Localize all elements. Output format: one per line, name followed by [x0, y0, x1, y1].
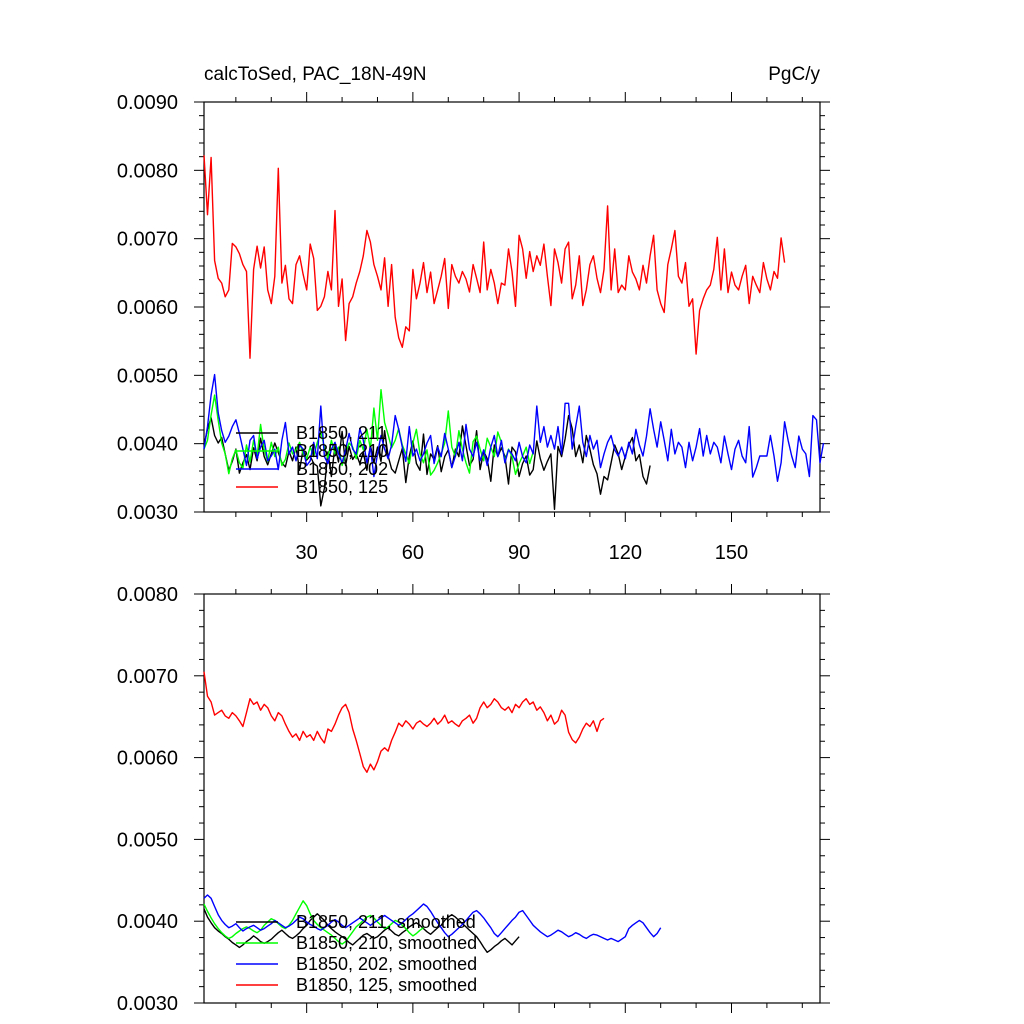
series-line-1 — [203, 908, 520, 953]
series-group — [203, 155, 825, 510]
y-tick-label: 0.0050 — [117, 829, 178, 851]
y-tick-label: 0.0030 — [117, 502, 178, 524]
legend-label: B1850, 202 — [296, 459, 388, 479]
legend-label: B1850, 210 — [296, 441, 388, 461]
series-line-1 — [203, 414, 651, 510]
series-line-4 — [203, 155, 786, 359]
y-tick-label: 0.0070 — [117, 229, 178, 251]
series-line-3 — [203, 894, 662, 943]
legend-label: B1850, 125 — [296, 477, 388, 497]
series-line-2 — [203, 900, 424, 945]
y-tick-label: 0.0040 — [117, 911, 178, 933]
series-line-2 — [203, 389, 534, 476]
legend-label: B1850, 210, smoothed — [296, 933, 477, 953]
y-tick-label: 0.0060 — [117, 297, 178, 319]
y-tick-label: 0.0080 — [117, 584, 178, 606]
y-tick-label: 0.0070 — [117, 666, 178, 688]
plot-frame — [203, 593, 821, 1004]
units-label: PgC/y — [768, 64, 820, 85]
y-tick-label: 0.0030 — [117, 993, 178, 1015]
chart-panel-1: 0.0030 0.0040 0.0050 0.0060 0.0070 0.0080 0.00… — [117, 64, 830, 564]
x-tick-label: 90 — [508, 542, 530, 564]
x-tick-label: 60 — [402, 542, 424, 564]
chart-panel-2: 0.0030 0.0040 0.0050 0.0060 0.0070 0.0080 B185… — [117, 584, 830, 1015]
x-tick-label: 30 — [296, 542, 318, 564]
series-group — [203, 671, 662, 953]
y-tick-label: 0.0050 — [117, 365, 178, 387]
legend-label: B1850, 211, smoothed — [296, 912, 476, 932]
legend-label: B1850, 125, smoothed — [296, 975, 477, 995]
chart-title: calcToSed, PAC_18N-49N — [204, 64, 426, 85]
y-tick-label: 0.0040 — [117, 434, 178, 456]
y-tick-label: 0.0080 — [117, 160, 178, 182]
y-tick-label: 0.0090 — [117, 92, 178, 114]
y-tick-label: 0.0060 — [117, 748, 178, 770]
series-line-3 — [203, 373, 825, 482]
series-line-4 — [203, 671, 605, 773]
x-tick-label: 150 — [715, 542, 748, 564]
x-tick-label: 120 — [609, 542, 642, 564]
legend-label: B1850, 211 — [296, 423, 387, 443]
legend-label: B1850, 202, smoothed — [296, 954, 477, 974]
